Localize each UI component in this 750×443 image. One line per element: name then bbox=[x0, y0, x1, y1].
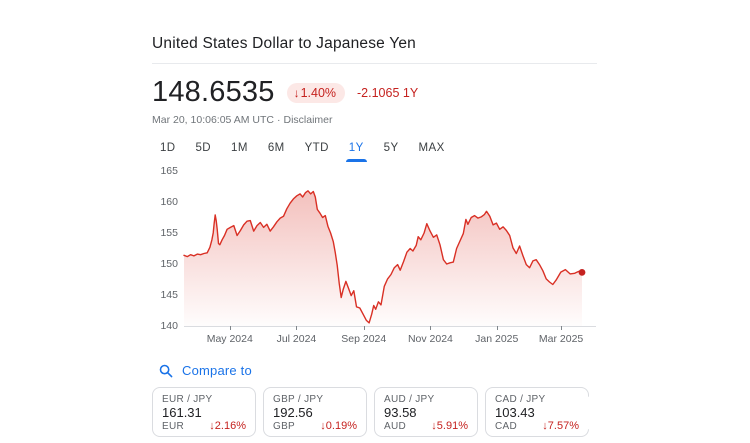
down-arrow-icon: ↓ bbox=[209, 420, 215, 432]
y-axis-tick: 145 bbox=[160, 289, 178, 301]
tab-1m[interactable]: 1M bbox=[231, 138, 248, 162]
down-arrow-icon: ↓ bbox=[542, 420, 548, 432]
tab-6m[interactable]: 6M bbox=[268, 138, 285, 162]
pair-value: 161.31 bbox=[162, 405, 202, 420]
dot-separator: · bbox=[276, 114, 281, 126]
x-axis-tick-mark bbox=[561, 326, 563, 330]
currency-code: EUR bbox=[162, 421, 185, 432]
x-axis-tick-mark bbox=[229, 326, 231, 330]
down-arrow-icon: ↓ bbox=[320, 420, 326, 432]
y-axis-tick: 155 bbox=[160, 227, 178, 239]
pair-change: ↓2.16% bbox=[209, 420, 246, 432]
pair-value: 93.58 bbox=[384, 405, 417, 420]
currency-code: CAD bbox=[495, 421, 518, 432]
card-cad-jpy[interactable]: CAD / JPY 103.43 CAD ↓7.57% bbox=[485, 387, 589, 437]
tab-5y[interactable]: 5Y bbox=[384, 138, 399, 162]
last-price-dot bbox=[578, 268, 586, 276]
y-axis-tick: 150 bbox=[160, 258, 178, 270]
page-title: United States Dollar to Japanese Yen bbox=[152, 35, 416, 52]
timestamp-row: Mar 20, 10:06:05 AM UTC · Disclaimer bbox=[152, 114, 600, 126]
change-percent-value: 1.40% bbox=[300, 85, 337, 100]
x-axis-tick: Sep 2024 bbox=[341, 333, 387, 345]
usd-jpy-line-chart[interactable] bbox=[183, 171, 596, 327]
x-axis-tick-mark bbox=[430, 326, 432, 330]
comparison-cards: EUR / JPY 161.31 EUR ↓2.16% GBP / JPY 19… bbox=[152, 387, 617, 437]
chart-area-fill bbox=[184, 190, 582, 326]
down-arrow-icon: ↓ bbox=[431, 420, 437, 432]
x-axis-tick-mark bbox=[296, 326, 298, 330]
price-row: 148.6535 ↓ 1.40% -2.1065 1Y bbox=[152, 76, 600, 109]
pair-label: EUR / JPY bbox=[162, 394, 213, 405]
pair-change: ↓7.57% bbox=[542, 420, 579, 432]
tab-5d[interactable]: 5D bbox=[196, 138, 212, 162]
y-axis-tick: 165 bbox=[160, 165, 178, 177]
x-axis-tick: Jul 2024 bbox=[276, 333, 317, 345]
compare-to-label: Compare to bbox=[182, 363, 252, 378]
y-axis-tick: 160 bbox=[160, 196, 178, 208]
pair-change: ↓5.91% bbox=[431, 420, 468, 432]
current-price: 148.6535 bbox=[152, 76, 275, 108]
x-axis-tick: Nov 2024 bbox=[407, 333, 453, 345]
search-icon bbox=[159, 364, 173, 377]
card-gbp-jpy[interactable]: GBP / JPY 192.56 GBP ↓0.19% bbox=[263, 387, 367, 437]
compare-to-button[interactable]: Compare to bbox=[152, 363, 252, 378]
pair-value: 192.56 bbox=[273, 405, 313, 420]
card-aud-jpy[interactable]: AUD / JPY 93.58 AUD ↓5.91% bbox=[374, 387, 478, 437]
pair-change: ↓0.19% bbox=[320, 420, 357, 432]
quote-timestamp: Mar 20, 10:06:05 AM UTC bbox=[152, 114, 274, 126]
x-axis-tick-mark bbox=[363, 326, 365, 330]
down-arrow-icon: ↓ bbox=[293, 85, 300, 100]
pair-label: CAD / JPY bbox=[495, 394, 546, 405]
tab-1d[interactable]: 1D bbox=[160, 138, 176, 162]
change-percent-badge: ↓ 1.40% bbox=[286, 82, 346, 103]
x-axis-tick: May 2024 bbox=[206, 333, 253, 345]
tab-1y[interactable]: 1Y bbox=[345, 138, 367, 162]
y-axis-tick: 140 bbox=[160, 320, 178, 332]
chart-line bbox=[183, 190, 583, 324]
pair-value: 103.43 bbox=[495, 405, 535, 420]
disclaimer-link[interactable]: Disclaimer bbox=[283, 114, 333, 126]
price-chart-area: 165 160 155 150 145 140 May 2024 Jul 202… bbox=[152, 165, 600, 351]
x-axis-tick-mark bbox=[496, 326, 498, 330]
currency-code: GBP bbox=[273, 421, 296, 432]
finance-quote-panel: United States Dollar to Japanese Yen 148… bbox=[152, 0, 617, 437]
title-divider bbox=[152, 63, 597, 64]
pair-label: AUD / JPY bbox=[384, 394, 435, 405]
x-axis-tick: Mar 2025 bbox=[538, 333, 584, 345]
x-axis-tick: Jan 2025 bbox=[475, 333, 519, 345]
tab-max[interactable]: MAX bbox=[419, 138, 445, 162]
card-eur-jpy[interactable]: EUR / JPY 161.31 EUR ↓2.16% bbox=[152, 387, 256, 437]
scroll-next-button[interactable] bbox=[579, 394, 617, 432]
time-range-tabs: 1D 5D 1M 6M YTD 1Y 5Y MAX bbox=[152, 138, 600, 162]
tab-ytd[interactable]: YTD bbox=[305, 138, 329, 162]
change-absolute-value: -2.1065 1Y bbox=[357, 85, 419, 100]
pair-label: GBP / JPY bbox=[273, 394, 324, 405]
currency-code: AUD bbox=[384, 421, 407, 432]
x-axis-line bbox=[184, 326, 596, 327]
